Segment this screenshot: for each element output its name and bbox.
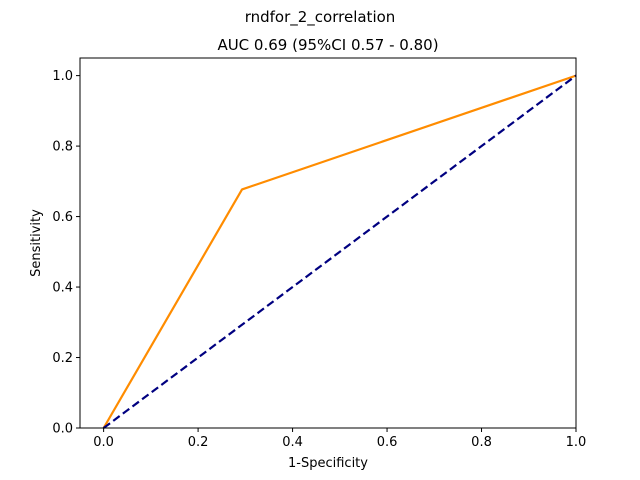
roc-curve-line (102, 74, 577, 429)
chart-title: AUC 0.69 (95%CI 0.57 - 0.80) (217, 36, 438, 54)
x-tick-label: 0.4 (282, 435, 303, 450)
plot-area (80, 58, 576, 428)
y-tick-label: 0.2 (52, 351, 73, 366)
x-tick-label: 0.8 (471, 435, 492, 450)
plot-frame (79, 57, 577, 429)
y-axis-label: Sensitivity (29, 209, 44, 277)
series-layer (102, 74, 577, 429)
x-tick-label: 0.2 (188, 435, 209, 450)
y-tick-label: 0.0 (52, 422, 73, 437)
x-tick-label: 0.0 (93, 435, 114, 450)
x-tick-label: 1.0 (566, 435, 587, 450)
y-tick-label: 0.6 (52, 210, 73, 225)
x-axis-label: 1-Specificity (288, 456, 368, 471)
reference-diagonal-line (102, 74, 577, 429)
figure-suptitle: rndfor_2_correlation (245, 8, 396, 27)
y-tick-label: 0.4 (52, 281, 73, 296)
y-tick-label: 0.8 (52, 140, 73, 155)
y-axis-ticks: 0.0 0.2 0.4 0.6 0.8 1.0 (52, 69, 80, 437)
x-tick-label: 0.6 (377, 435, 398, 450)
x-axis-ticks: 0.0 0.2 0.4 0.6 0.8 1.0 (93, 428, 586, 450)
y-tick-label: 1.0 (52, 69, 73, 84)
